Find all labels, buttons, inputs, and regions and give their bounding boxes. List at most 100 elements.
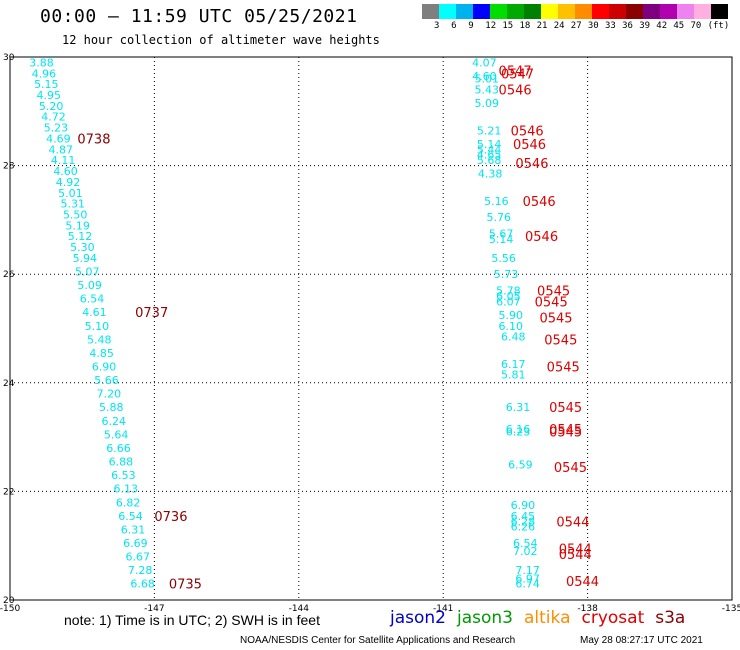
pass-time-label: 0546 (515, 157, 548, 172)
colorbar-label: 3 (434, 21, 440, 31)
wave-height-value: 5.66 (94, 374, 119, 387)
colorbar-swatch (677, 4, 694, 19)
colorbar-swatch (694, 4, 711, 19)
wave-height-value: 6.88 (109, 456, 134, 469)
colorbar-swatch (626, 4, 643, 19)
wave-height-value: 5.10 (85, 320, 110, 333)
pass-time-label: 0736 (154, 510, 187, 525)
y-tick-label: 30 (3, 53, 15, 63)
wave-height-value: 5.90 (499, 309, 524, 322)
source-credit: NOAA/NESDIS Center for Satellite Applica… (240, 635, 516, 646)
wave-height-value: 5.78 (496, 284, 521, 297)
wave-height-value: 5.07 (75, 265, 100, 278)
x-tick-label: -138 (577, 604, 598, 614)
wave-height-value: 5.48 (87, 333, 112, 346)
pass-time-label: 0545 (549, 401, 582, 416)
wave-height-value: 6.74 (515, 578, 540, 591)
satellite-legend: jason2 jason3 altika cryosat s3a (390, 608, 696, 628)
x-tick-label: -135 (722, 604, 740, 614)
x-tick-label: -150 (0, 604, 20, 614)
wave-height-value: 5.09 (474, 97, 499, 110)
colorbar-label: 12 (485, 21, 497, 31)
wave-height-value: 5.76 (487, 211, 512, 224)
wave-height-value: 5.16 (484, 195, 509, 208)
x-tick-label: -147 (144, 604, 164, 614)
colorbar-label: 45 (673, 21, 685, 31)
wave-height-value: 6.59 (508, 458, 533, 471)
legend-jason3: jason3 (457, 608, 513, 628)
colorbar-label: 15 (502, 21, 514, 31)
colorbar-label: (ft) (707, 21, 730, 31)
wave-height-value: 5.15 (34, 78, 59, 91)
wave-height-value: 5.44 (477, 143, 502, 156)
page-subtitle: 12 hour collection of altimeter wave hei… (62, 33, 380, 47)
x-tick-label: -141 (433, 604, 453, 614)
wave-height-value: 6.28 (511, 515, 536, 528)
wave-height-value: 4.72 (41, 111, 66, 124)
pass-time-label: 0546 (513, 138, 546, 153)
colorbar-swatch (643, 4, 660, 19)
wave-height-value: 4.61 (82, 306, 107, 319)
pass-time-label: 0545 (549, 423, 582, 438)
wave-height-value: 5.73 (494, 268, 519, 281)
colorbar-label: 21 (536, 21, 548, 31)
wave-height-value: 6.45 (511, 510, 536, 523)
wave-height-value: 6.97 (515, 572, 540, 585)
wave-height-value: 5.30 (70, 241, 95, 254)
wave-height-value: 5.09 (77, 279, 102, 292)
pass-time-label: 0544 (559, 542, 592, 557)
pass-time-label: 0544 (566, 575, 599, 590)
wave-height-value: 6.24 (101, 415, 126, 428)
colorbar-label: 24 (553, 21, 565, 31)
wave-height-value: 5.67 (489, 227, 513, 240)
colorbar-label: 42 (656, 21, 668, 31)
pass-time-label: 0546 (511, 124, 544, 139)
wave-height-value: 5.01 (58, 187, 82, 200)
colorbar-label: 27 (570, 21, 582, 31)
wave-height-value: 6.07 (496, 295, 521, 308)
pass-time-label: 0545 (535, 295, 568, 310)
wave-height-value: 6.66 (106, 442, 130, 455)
wave-height-value: 5.81 (501, 369, 525, 382)
pass-time-label: 0544 (559, 548, 592, 563)
wave-height-value: 7.20 (97, 388, 122, 401)
colorbar-label: 6 (451, 21, 457, 31)
wave-height-value: 4.60 (472, 70, 497, 83)
colorbar-swatch (490, 4, 507, 19)
wave-height-value: 6.90 (511, 499, 536, 512)
wave-height-value: 4.92 (56, 176, 81, 189)
wave-height-value: 6.16 (506, 423, 530, 436)
colorbar-label: 33 (605, 21, 616, 31)
wave-height-value: 6.10 (499, 320, 524, 333)
wave-height-value: 7.17 (515, 564, 540, 577)
wave-height-value: 5.88 (99, 401, 124, 414)
wave-height-value: 6.67 (126, 551, 150, 564)
pass-time-label: 0546 (499, 84, 532, 99)
colorbar-swatch (609, 4, 626, 19)
y-tick-label: 28 (3, 162, 15, 172)
wave-height-value: 6.69 (123, 537, 148, 550)
legend-altika: altika (524, 608, 571, 628)
colorbar-label: 39 (639, 21, 651, 31)
wave-height-value: 4.11 (51, 154, 75, 167)
legend-s3a: s3a (655, 608, 686, 628)
pass-time-label: 0547 (501, 67, 534, 82)
y-tick-label: 22 (3, 487, 14, 497)
y-tick-label: 24 (3, 379, 15, 389)
wave-height-value: 5.19 (65, 219, 90, 232)
wave-height-value: 6.17 (501, 358, 525, 371)
wave-height-value: 4.60 (53, 165, 78, 178)
colorbar-swatch (422, 4, 439, 19)
legend-cryosat: cryosat (581, 608, 645, 628)
colorbar-label: 9 (468, 21, 474, 31)
wave-height-value: 5.64 (104, 428, 129, 441)
pass-time-label: 0545 (537, 284, 570, 299)
wave-height-value: 4.85 (89, 347, 114, 360)
wave-height-value: 5.94 (73, 252, 98, 265)
plot-frame (9, 56, 733, 601)
wave-height-value: 5.68 (477, 154, 502, 167)
colorbar-swatch (456, 4, 473, 19)
wave-height-value: 5.14 (477, 138, 502, 151)
wave-height-value: 4.38 (478, 168, 503, 181)
pass-time-label: 0544 (556, 515, 589, 530)
